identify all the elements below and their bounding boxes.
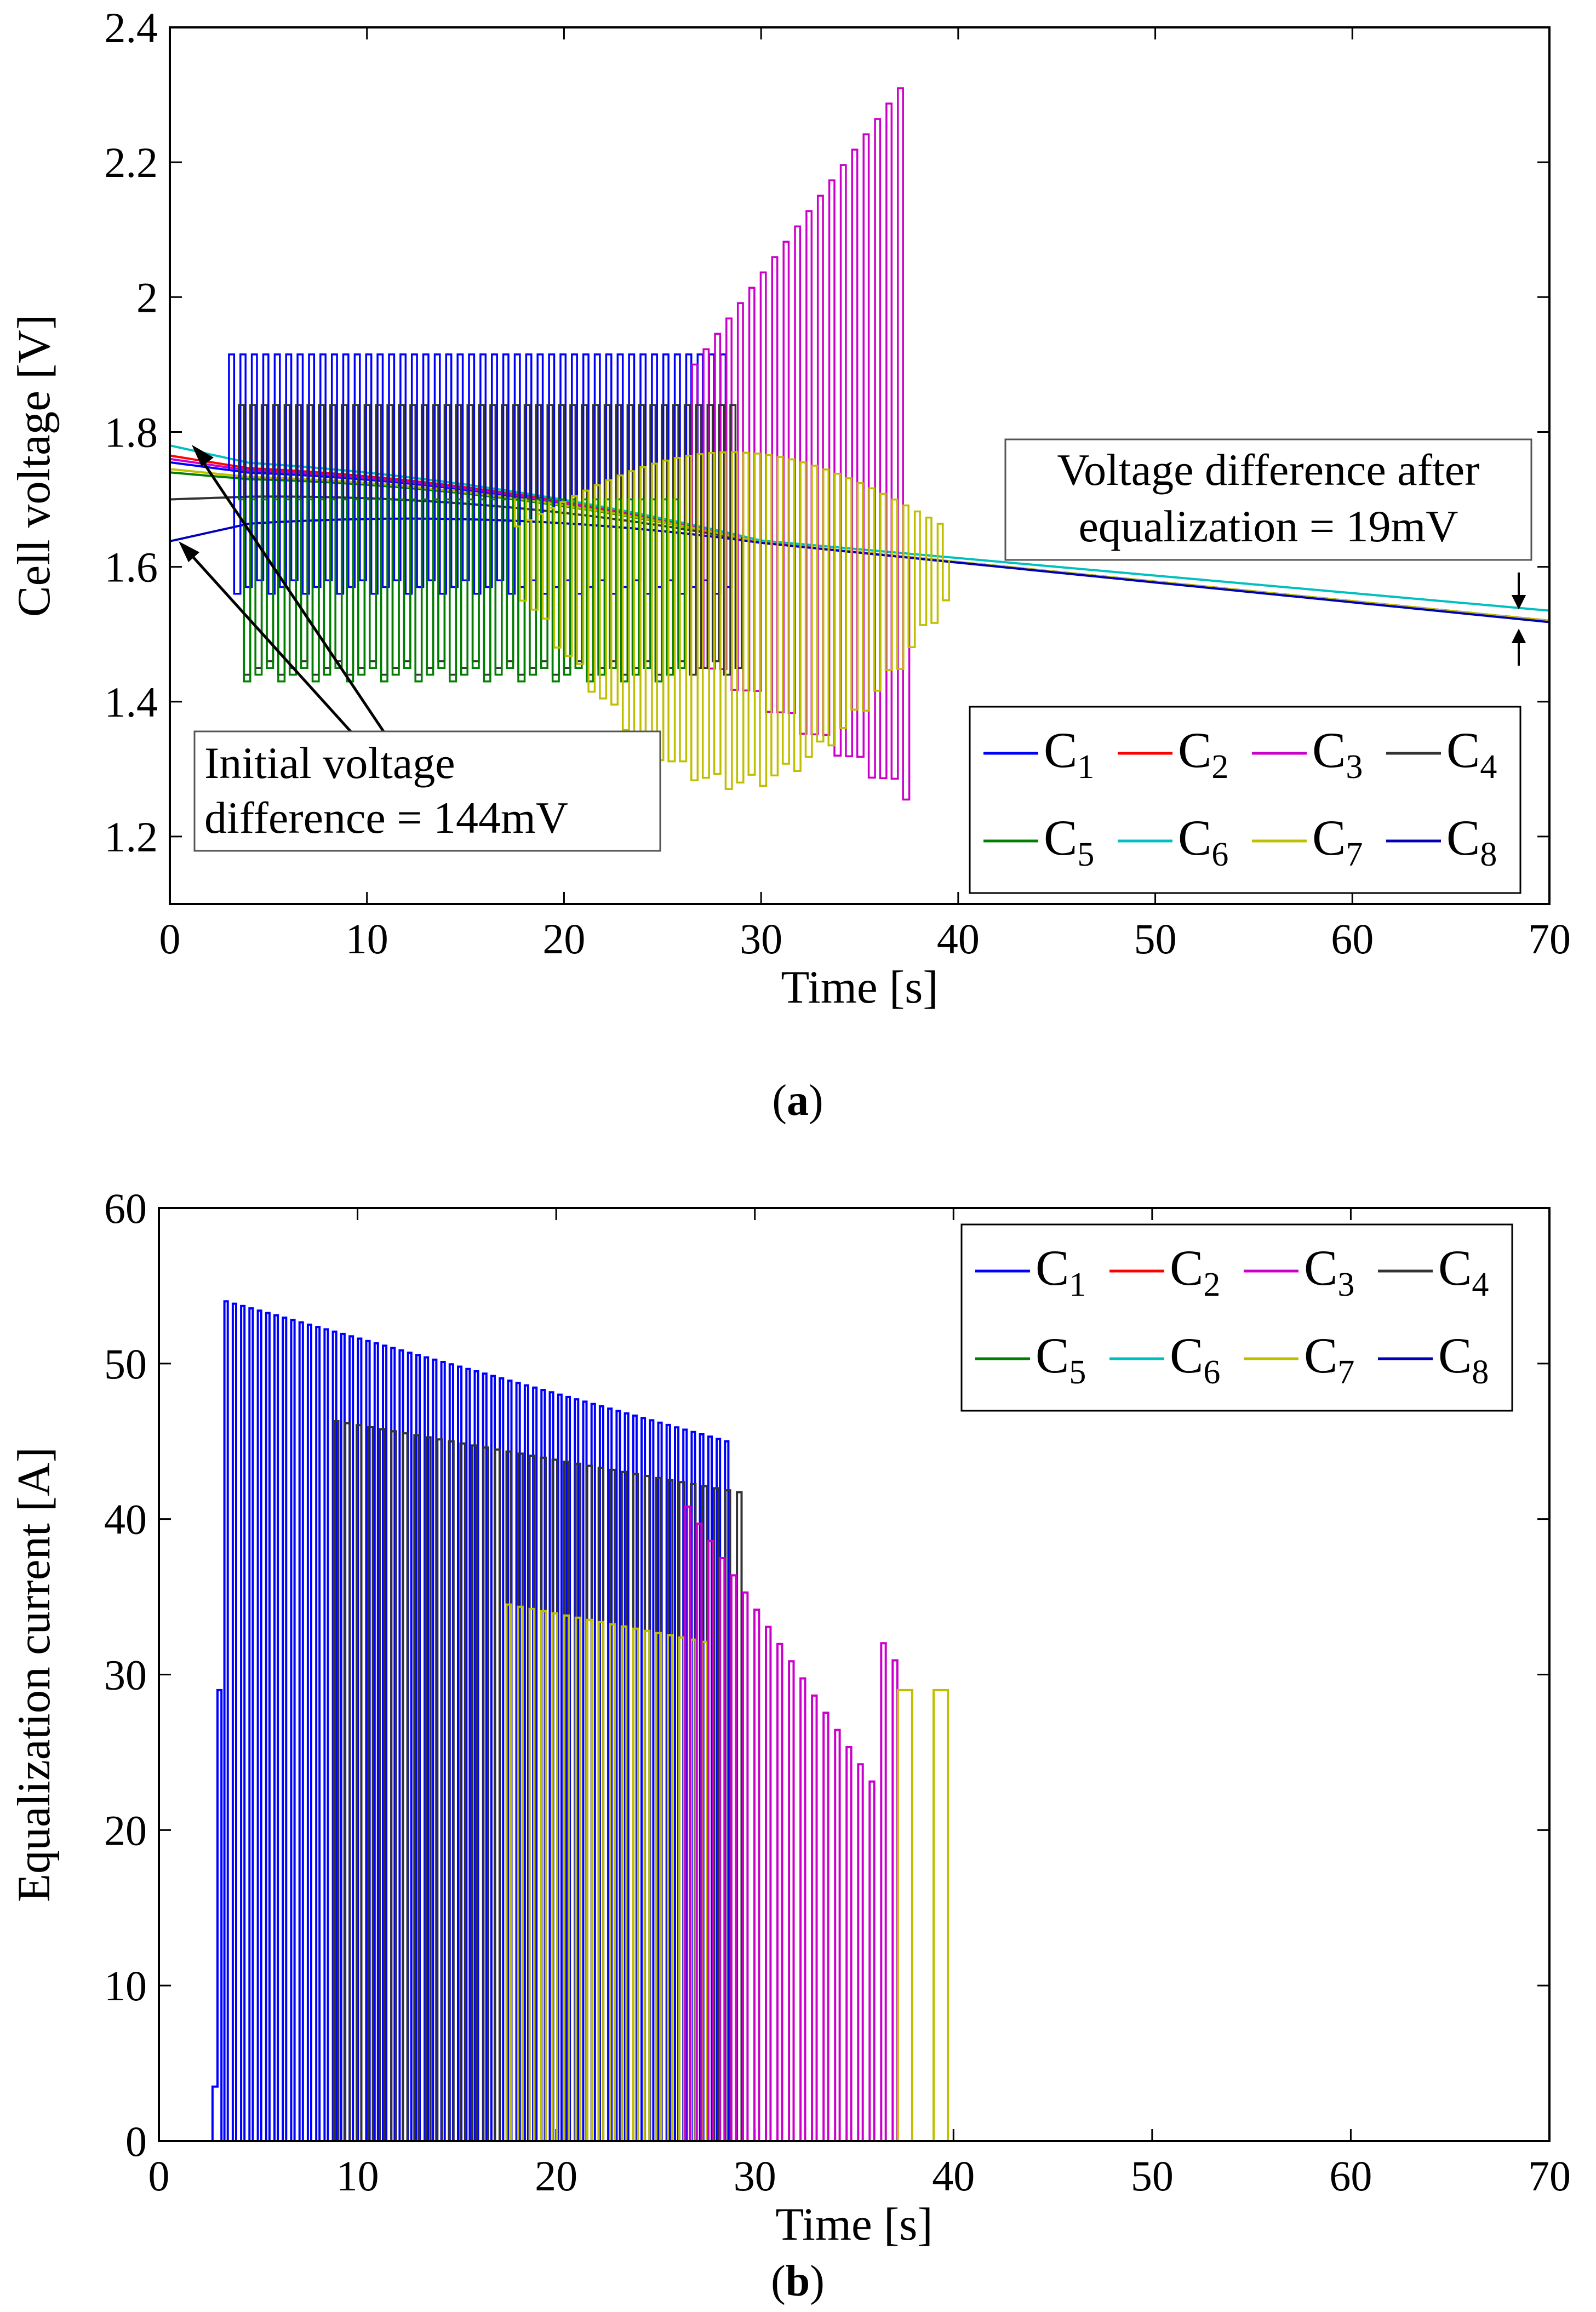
annotation-line-1: Voltage difference after	[1057, 445, 1480, 495]
legend-subscript: 6	[1203, 1354, 1220, 1391]
voltage-chart-y-axis-label: Cell voltage [V]	[8, 314, 60, 617]
legend-subscript: 4	[1480, 748, 1497, 786]
x-tick-label: 50	[1134, 915, 1177, 963]
legend-label-C3: C3	[1304, 1240, 1354, 1303]
x-tick-label: 20	[535, 2152, 577, 2200]
y-tick-label: 0	[125, 2118, 147, 2165]
legend-subscript: 8	[1480, 836, 1497, 873]
voltage-chart-series	[169, 87, 1550, 801]
current-pulses-C7-4	[896, 1689, 949, 2141]
voltage-chart-x-axis-label: Time [s]	[781, 962, 938, 1013]
voltage-chart-tick-labels: 0 10 20 30 40 50 60 70 1.2 1.4 1.6 1.8 2 2.2 2.4	[105, 4, 1571, 963]
legend-subscript: 1	[1069, 1266, 1086, 1303]
y-tick-label: 1.8	[105, 408, 158, 456]
x-tick-label: 30	[734, 2152, 776, 2200]
y-tick-label: 20	[104, 1806, 147, 1854]
y-tick-label: 2.4	[105, 4, 158, 51]
voltage-pulses-C5	[238, 478, 686, 683]
panel-b-caption-letter: b	[786, 2257, 810, 2305]
annotation-voltage-initial: Initial voltage difference = 144mV	[179, 445, 661, 852]
legend-label-C4: C4	[1438, 1240, 1489, 1303]
legend-subscript: 4	[1472, 1266, 1489, 1303]
current-chart-x-axis-label: Time [s]	[775, 2199, 933, 2250]
x-tick-label: 10	[346, 915, 388, 963]
annotation-voltage-after: Voltage difference after equalization = …	[1004, 438, 1532, 561]
legend-subscript: 2	[1211, 748, 1228, 786]
legend-label-C3: C3	[1312, 722, 1363, 786]
panel-b-caption: (b)	[771, 2257, 825, 2305]
current-pulses-C1-0	[223, 1300, 730, 2141]
difference-arrows	[1511, 573, 1526, 666]
x-tick-label: 0	[159, 915, 181, 963]
y-tick-label: 50	[104, 1340, 147, 1388]
current-pulses-C7-2	[505, 1603, 708, 2141]
legend-subscript: 3	[1346, 748, 1363, 786]
current-pulses-C3-3	[684, 1506, 899, 2141]
x-tick-label: 70	[1528, 915, 1571, 963]
y-tick-label: 60	[104, 1184, 147, 1232]
legend-box	[960, 1223, 1513, 1412]
current-startup-step	[211, 1689, 223, 2141]
x-tick-label: 60	[1329, 2152, 1372, 2200]
annotation-box	[193, 730, 661, 852]
arrow-head	[192, 445, 214, 467]
current-chart-plot-frame	[158, 1207, 1551, 2142]
x-tick-label: 20	[542, 915, 585, 963]
legend-subscript: 2	[1203, 1266, 1220, 1303]
current-chart-y-axis-label: Equalization current [A]	[8, 1447, 60, 1902]
arrow-head	[179, 541, 199, 562]
legend-subscript: 7	[1346, 836, 1363, 873]
panel-a-caption: (a)	[772, 1077, 823, 1125]
arrow-line	[185, 548, 352, 732]
y-tick-label: 1.2	[105, 813, 158, 861]
legend-subscript: 8	[1472, 1354, 1489, 1391]
current-pulses-C4-1	[333, 1420, 743, 2141]
x-tick-label: 70	[1528, 2152, 1571, 2200]
annotation-line-2: difference = 144mV	[204, 793, 568, 843]
x-tick-label: 50	[1131, 2152, 1174, 2200]
x-tick-label: 40	[937, 915, 980, 963]
x-tick-label: 0	[148, 2152, 170, 2200]
current-chart: 0 10 20 30 40 50 60 70 0 10 20 30 40 50 60 Time [s] Eq…	[8, 1184, 1571, 2305]
x-tick-label: 30	[740, 915, 782, 963]
x-tick-label: 60	[1331, 915, 1374, 963]
y-tick-label: 10	[104, 1962, 147, 2010]
arrow-line	[198, 456, 385, 732]
y-tick-label: 1.4	[105, 678, 158, 726]
legend-subscript: 5	[1069, 1354, 1086, 1391]
y-tick-label: 30	[104, 1651, 147, 1699]
legend-subscript: 6	[1211, 836, 1228, 873]
legend-subscript: 5	[1077, 836, 1094, 873]
x-tick-label: 10	[336, 2152, 379, 2200]
y-tick-label: 2	[136, 273, 158, 321]
legend-label-C1: C1	[1036, 1240, 1086, 1303]
y-tick-label: 1.6	[105, 543, 158, 591]
legend-subscript: 1	[1077, 748, 1094, 786]
current-chart-series	[159, 1300, 1549, 2142]
voltage-chart: 0 10 20 30 40 50 60 70 1.2 1.4 1.6 1.8 2 2.2 2.4 Time …	[8, 4, 1571, 1125]
voltage-pulses-C7	[513, 451, 951, 790]
y-tick-label: 40	[104, 1496, 147, 1543]
legend-subscript: 7	[1337, 1354, 1354, 1391]
annotation-box	[1004, 438, 1532, 561]
current-chart-tick-labels: 0 10 20 30 40 50 60 70 0 10 20 30 40 50 60	[104, 1184, 1571, 2200]
legend-box	[969, 706, 1521, 894]
panel-a-caption-letter: a	[787, 1077, 809, 1125]
y-tick-label: 2.2	[105, 139, 158, 186]
legend-subscript: 3	[1337, 1266, 1354, 1303]
annotation-line-1: Initial voltage	[204, 738, 455, 788]
x-tick-label: 40	[932, 2152, 975, 2200]
voltage-chart-plot-frame	[169, 26, 1551, 905]
annotation-line-2: equalization = 19mV	[1079, 501, 1458, 551]
